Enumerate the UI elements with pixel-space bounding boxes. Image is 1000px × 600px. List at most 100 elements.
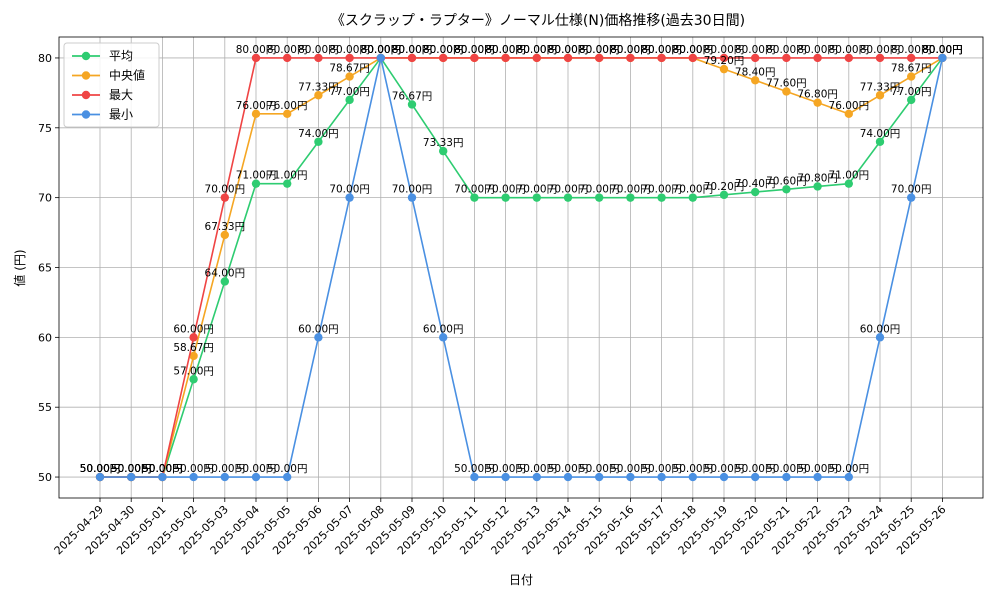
legend-label: 最大 (109, 88, 133, 102)
data-point (407, 193, 417, 202)
data-label: 76.00円 (267, 100, 308, 112)
data-label: 50.00円 (111, 463, 152, 475)
data-point (782, 185, 791, 194)
data-point (563, 193, 573, 202)
data-label: 80.00円 (579, 44, 620, 56)
data-label: 80.00円 (423, 44, 464, 56)
data-point (688, 193, 697, 202)
data-point (907, 53, 916, 63)
data-point (251, 472, 261, 482)
data-label: 50.00円 (111, 463, 152, 475)
data-label: 80.00円 (641, 44, 682, 56)
y-tick-label: 65 (38, 262, 52, 275)
data-label: 80.00円 (267, 44, 308, 56)
data-label: 58.67円 (173, 342, 214, 354)
legend-swatch-marker (81, 90, 91, 100)
data-point (844, 53, 853, 63)
data-label: 80.00円 (922, 44, 963, 56)
data-point (875, 91, 885, 100)
data-label: 76.00円 (829, 100, 870, 112)
data-point (563, 53, 573, 63)
data-point (470, 53, 479, 63)
data-point (407, 100, 417, 109)
data-point (220, 277, 229, 286)
data-label: 80.00円 (735, 44, 776, 56)
data-point (782, 472, 791, 482)
data-label: 70.00円 (205, 184, 246, 196)
data-label: 50.00円 (454, 463, 495, 475)
data-point (813, 53, 822, 63)
data-label: 50.00円 (610, 463, 651, 475)
data-point (283, 472, 292, 482)
data-label: 80.00円 (673, 44, 714, 56)
data-label: 50.00円 (673, 463, 714, 475)
data-label: 70.80円 (797, 172, 838, 184)
data-label: 78.67円 (329, 63, 370, 75)
data-label: 50.00円 (485, 463, 526, 475)
data-label: 50.00円 (205, 463, 246, 475)
data-label: 50.00円 (797, 463, 838, 475)
data-label: 60.00円 (298, 323, 339, 335)
data-label: 80.00円 (797, 44, 838, 56)
data-label: 80.00円 (891, 44, 932, 56)
data-point (314, 333, 323, 342)
data-point (189, 472, 198, 482)
data-label: 50.00円 (579, 463, 620, 475)
data-label: 78.40円 (735, 66, 776, 78)
data-label: 76.67円 (392, 90, 433, 102)
data-label: 74.00円 (860, 128, 901, 140)
data-point (220, 230, 229, 240)
data-label: 80.00円 (766, 44, 807, 56)
data-label: 67.33円 (205, 221, 246, 233)
data-point (251, 53, 261, 63)
data-point (626, 53, 635, 63)
data-point (719, 64, 729, 74)
data-label: 50.00円 (829, 463, 870, 475)
data-label: 80.00円 (329, 44, 370, 56)
data-label: 50.00円 (80, 463, 121, 475)
data-point (844, 179, 853, 188)
data-label: 70.40円 (735, 178, 776, 190)
data-label: 71.00円 (267, 170, 308, 182)
data-point (907, 95, 916, 105)
data-label: 70.00円 (329, 184, 370, 196)
data-label: 80.00円 (236, 44, 277, 56)
data-label: 80.00円 (704, 44, 745, 56)
data-point (532, 472, 541, 482)
data-label: 80.00円 (548, 44, 589, 56)
data-label: 80.00円 (610, 44, 651, 56)
data-label: 50.00円 (142, 463, 183, 475)
data-point (345, 95, 354, 105)
data-point (283, 179, 292, 188)
data-point (439, 333, 448, 342)
data-label: 80.00円 (922, 44, 963, 56)
data-label: 76.00円 (236, 100, 277, 112)
data-label: 77.33円 (860, 81, 901, 93)
data-label: 80.00円 (423, 44, 464, 56)
data-point (875, 333, 885, 342)
data-point (688, 472, 697, 482)
data-point (813, 98, 822, 107)
data-label: 50.00円 (142, 463, 183, 475)
data-point (595, 53, 604, 63)
data-label: 77.33円 (298, 81, 339, 93)
data-label: 80.00円 (361, 44, 402, 56)
data-point (563, 472, 573, 482)
data-point (751, 76, 760, 85)
data-label: 80.00円 (860, 44, 901, 56)
data-label: 50.00円 (80, 463, 121, 475)
data-label: 80.00円 (922, 44, 963, 56)
data-label: 70.00円 (891, 184, 932, 196)
axes: 2025-04-292025-04-302025-05-012025-05-02… (38, 36, 984, 557)
data-label: 50.00円 (142, 463, 183, 475)
legend-label: 中央値 (109, 68, 145, 83)
data-point (751, 53, 760, 63)
y-tick-label: 50 (38, 471, 52, 484)
data-label: 70.00円 (392, 184, 433, 196)
data-point (532, 193, 541, 202)
data-point (345, 72, 354, 81)
data-point (657, 53, 666, 63)
data-point (345, 53, 354, 63)
